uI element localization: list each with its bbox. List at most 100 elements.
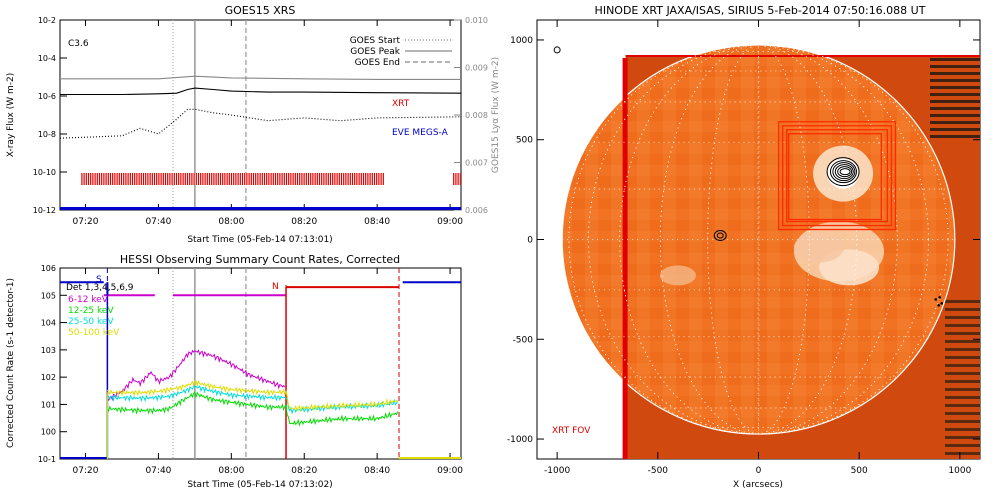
hessi-x-axis-label: Start Time (05-Feb-14 07:13:02) — [187, 480, 332, 490]
goes-xrt-range-bg-1 — [453, 173, 461, 185]
xrt-corner-stripe — [930, 93, 980, 96]
hessi-y-axis-label: Corrected Count Rate (s-1 detector-1) — [6, 278, 16, 448]
xrt-edge-stripe — [945, 372, 980, 375]
goes-right-y-axis-label: GOES15 Lyα Flux (W m-2) — [491, 57, 501, 173]
hessi-x-tick-label-2: 08:00 — [218, 466, 244, 476]
hessi-y-tick-label-0: 10-1 — [38, 455, 56, 464]
xrt-corner-stripe — [930, 114, 980, 117]
xrt-grid-lon — [588, 44, 929, 435]
goes-y-tick-label-5: 10-2 — [38, 16, 56, 25]
goes-y-tick-label-0: 10-12 — [33, 206, 56, 215]
xrt-contour-4 — [837, 166, 853, 178]
hessi-title: HESSI Observing Summary Count Rates, Cor… — [120, 253, 400, 266]
xrt-speckle-0 — [934, 298, 937, 301]
goes-legend-label-2: GOES End — [355, 58, 400, 68]
hessi-legend-label-0: 6-12 keV — [68, 295, 109, 305]
goes-x-tick-label-5: 09:00 — [437, 217, 463, 227]
hessi-legend-title: Det 1,3,4,5,6,9 — [66, 283, 134, 293]
hessi-y-tick-label-7: 106 — [41, 264, 56, 273]
xrt-edge-stripe — [945, 404, 980, 407]
goes-x-tick-label-1: 07:40 — [145, 217, 171, 227]
xrt-edge-stripe — [945, 388, 980, 391]
xrt-bright-region-3 — [793, 232, 844, 263]
xrt-grid-lon — [707, 44, 810, 435]
hessi-y-tick-label-6: 105 — [41, 291, 56, 300]
xrt-contour-3 — [834, 164, 854, 180]
goes-y-tick-label-3: 10-6 — [38, 92, 56, 101]
xrt-x-ticks: -1000 -500 0 500 1000 — [544, 20, 972, 476]
xrt-small-contour-inner — [716, 232, 724, 239]
xrt-contour-2 — [832, 162, 856, 182]
goes-series-line-1 — [60, 75, 461, 80]
xrt-corner-stripe — [930, 128, 980, 131]
goes-right-y-tick-label-1: 0.007 — [465, 159, 488, 168]
xrt-y-tick-label-4: 1000 — [510, 36, 533, 46]
xrt-edge-stripe — [945, 444, 980, 447]
hessi-x-tick-label-1: 07:40 — [145, 466, 171, 476]
goes-x-tick-label-2: 08:00 — [218, 217, 244, 227]
hessi-y-tick-label-4: 103 — [41, 346, 56, 355]
xrt-edge-stripe — [945, 332, 980, 335]
xrt-grid-lon — [619, 44, 898, 435]
xrt-edge-stripe — [945, 316, 980, 319]
xrt-edge-stripe — [945, 380, 980, 383]
xrt-speckle-3 — [938, 296, 942, 299]
xrt-edge-stripe — [945, 348, 980, 351]
xrt-panel: HINODE XRT JAXA/ISAS, SIRIUS 5-Feb-2014 … — [507, 4, 981, 490]
xrt-edge-stripe — [945, 356, 980, 359]
goes-y-ticks: 10-12 10-10 10-8 10-6 10-4 10-2 — [33, 16, 67, 215]
hessi-legend-label-2: 25-50 keV — [68, 317, 114, 327]
xrt-edge-stripe — [945, 396, 980, 399]
hessi-x-ticks: 07:20 07:40 08:00 08:20 08:40 09:00 — [73, 268, 463, 476]
goes-y-tick-label-2: 10-8 — [38, 130, 56, 139]
xrt-y-tick-label-0: -1000 — [507, 435, 533, 445]
goes-series — [60, 75, 461, 210]
hessi-series — [106, 349, 399, 459]
xrt-solar-disk — [562, 44, 955, 435]
xrt-corner-stripe — [930, 79, 980, 82]
xrt-edge-stripe — [945, 452, 980, 455]
hessi-plot-frame — [59, 267, 462, 460]
xrt-x-tick-label-0: -1000 — [544, 466, 570, 476]
xrt-edge-stripe — [945, 412, 980, 415]
hessi-y-tick-label-3: 102 — [41, 373, 56, 382]
hessi-flag-s: S — [96, 275, 102, 285]
xrt-contour-0 — [826, 157, 860, 187]
goes-right-y-tick-label-2: 0.008 — [465, 111, 488, 120]
xrt-x-tick-label-1: -500 — [648, 466, 669, 476]
xrt-contours — [553, 46, 944, 307]
xrt-edge-stripe — [945, 420, 980, 423]
goes-x-tick-label-4: 08:40 — [364, 217, 390, 227]
xrt-speckle-2 — [937, 304, 941, 307]
xrt-edge-stripe — [945, 364, 980, 367]
hessi-y-ticks: 10-1 100 101 102 103 104 105 106 — [38, 264, 67, 464]
goes-x-tick-label-0: 07:20 — [73, 217, 99, 227]
goes-y-axis-label: X-ray Flux (W m-2) — [6, 73, 16, 157]
goes-eve-label: EVE MEGS-A — [392, 128, 449, 138]
hessi-y-tick-label-1: 100 — [41, 428, 56, 437]
hessi-panel: HESSI Observing Summary Count Rates, Cor… — [6, 253, 463, 490]
xrt-contour-1 — [829, 160, 857, 184]
xrt-corner-contour — [553, 46, 561, 54]
hessi-legend-label-3: 50-100 keV — [68, 328, 120, 338]
xrt-y-tick-label-3: 500 — [516, 136, 533, 146]
hessi-y-tick-label-2: 101 — [41, 400, 56, 409]
goes-right-y-tick-label-4: 0.010 — [465, 16, 488, 25]
xrt-x-tick-label-2: 0 — [756, 466, 762, 476]
xrt-solar-image — [561, 44, 980, 459]
xrt-corner-stripe — [930, 86, 980, 89]
xrt-edge-stripe — [945, 308, 980, 311]
hessi-x-tick-label-4: 08:40 — [364, 466, 390, 476]
xrt-fov-label: XRT FOV — [552, 426, 591, 436]
xrt-corner-stripe — [930, 72, 980, 75]
xrt-y-tick-label-2: 0 — [527, 236, 533, 246]
goes-xrt-label: XRT — [392, 99, 410, 109]
xrt-corner-stripe — [930, 100, 980, 103]
xrt-edge-stripe — [945, 428, 980, 431]
hessi-series-line-2 — [107, 385, 399, 415]
goes-annotation: C3.6 — [68, 39, 89, 49]
xrt-x-tick-label-3: 500 — [851, 466, 868, 476]
goes-xrt-coverage — [81, 173, 461, 185]
